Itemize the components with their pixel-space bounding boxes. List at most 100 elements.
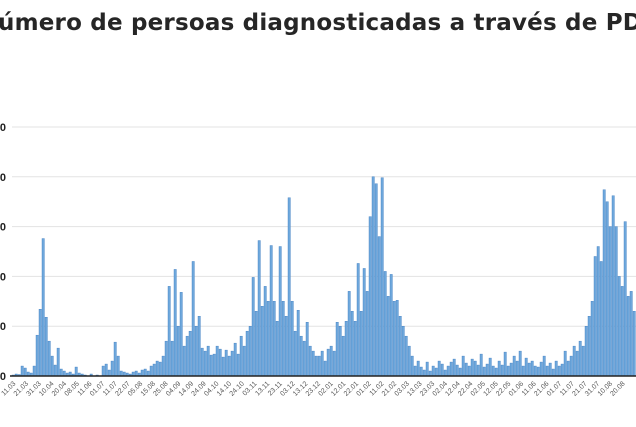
bar xyxy=(422,369,426,377)
bar xyxy=(452,358,456,377)
bar xyxy=(347,291,351,377)
bar xyxy=(548,362,552,377)
bar xyxy=(371,176,375,377)
y-tick-label: 0 xyxy=(0,122,6,134)
bar xyxy=(350,311,354,377)
bar xyxy=(572,345,576,377)
bar xyxy=(155,360,159,377)
bar xyxy=(404,335,408,377)
bar xyxy=(533,365,537,377)
bar xyxy=(584,326,588,377)
bar xyxy=(284,316,288,377)
bar xyxy=(629,291,633,377)
bar xyxy=(170,340,174,377)
bar xyxy=(392,301,396,377)
bar xyxy=(581,345,585,377)
bar xyxy=(344,321,348,377)
bar xyxy=(251,277,255,377)
bar xyxy=(365,291,369,377)
bar xyxy=(473,360,477,377)
bar xyxy=(380,177,384,377)
bar xyxy=(302,340,306,377)
bar xyxy=(74,366,78,377)
bar xyxy=(359,311,363,377)
bar xyxy=(539,361,543,377)
bar xyxy=(461,355,465,377)
bar xyxy=(50,355,54,377)
bar xyxy=(368,216,372,377)
bar xyxy=(482,366,486,377)
bar xyxy=(530,360,534,377)
bar xyxy=(626,296,630,377)
bar xyxy=(386,296,390,377)
bar xyxy=(416,360,420,377)
bar xyxy=(341,335,345,377)
bar xyxy=(467,365,471,377)
bar xyxy=(560,363,564,377)
bar xyxy=(491,365,495,377)
bar xyxy=(200,347,204,377)
bar xyxy=(224,349,228,377)
bar xyxy=(182,345,186,377)
bar xyxy=(410,355,414,377)
bar xyxy=(317,355,321,377)
bar xyxy=(104,363,108,377)
bar xyxy=(107,369,111,377)
bar xyxy=(236,353,240,377)
bar xyxy=(602,189,606,377)
bar xyxy=(338,326,342,377)
bar xyxy=(101,365,105,377)
bar xyxy=(59,368,63,377)
bar xyxy=(35,334,39,377)
bar xyxy=(377,236,381,377)
bar xyxy=(458,367,462,377)
bar xyxy=(110,360,114,377)
bar xyxy=(269,245,273,377)
bar xyxy=(449,361,453,377)
bar xyxy=(476,364,480,377)
bar xyxy=(557,365,561,377)
bar xyxy=(500,364,504,377)
y-tick-label: 0 xyxy=(0,321,6,333)
bar xyxy=(149,365,153,377)
bar xyxy=(113,341,117,377)
bar xyxy=(608,226,612,377)
y-tick-label: 0 xyxy=(0,371,6,383)
bar xyxy=(374,183,378,377)
bar xyxy=(503,351,507,377)
bar xyxy=(257,240,261,377)
bar xyxy=(227,355,231,377)
bar xyxy=(470,358,474,377)
bar xyxy=(578,340,582,377)
bar xyxy=(398,316,402,377)
bar xyxy=(563,350,567,377)
bar xyxy=(173,269,177,377)
bar xyxy=(245,330,249,377)
bar xyxy=(485,363,489,377)
bar xyxy=(551,368,555,377)
bar xyxy=(44,317,48,377)
bar xyxy=(176,326,180,377)
bar xyxy=(383,271,387,377)
bar xyxy=(434,367,438,377)
bar xyxy=(275,321,279,377)
bar xyxy=(596,246,600,377)
bar xyxy=(518,350,522,377)
bar xyxy=(521,365,525,377)
bar xyxy=(215,345,219,377)
y-tick-label: 0 xyxy=(0,172,6,184)
bar xyxy=(353,321,357,377)
bar xyxy=(161,355,165,377)
bar xyxy=(290,301,294,377)
chart-title: úmero de persoas diagnosticadas a través… xyxy=(0,10,636,36)
bar xyxy=(218,348,222,377)
bar xyxy=(437,360,441,377)
bar xyxy=(620,286,624,377)
bar xyxy=(536,366,540,377)
bar xyxy=(221,356,225,377)
bar xyxy=(56,347,60,377)
bar xyxy=(230,350,234,377)
bar xyxy=(569,355,573,377)
bar xyxy=(419,366,423,377)
